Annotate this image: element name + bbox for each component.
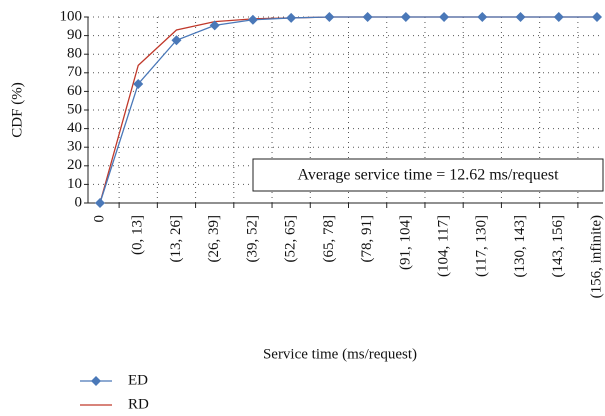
- marker: [133, 78, 144, 89]
- y-tick-label: 70: [67, 64, 82, 80]
- marker: [209, 20, 220, 31]
- y-tick-label: 30: [67, 139, 82, 155]
- x-tick-label: (156, infinite): [588, 215, 604, 298]
- y-axis-label: CDF (%): [9, 82, 25, 137]
- y-tick-label: 80: [67, 46, 82, 62]
- x-tick-label: (0, 13]: [130, 215, 146, 255]
- y-tick-label: 60: [67, 83, 82, 99]
- y-tick-label: 40: [67, 120, 82, 136]
- x-tick-label: (143, 156]: [550, 215, 566, 278]
- marker: [171, 35, 182, 46]
- marker: [95, 198, 105, 208]
- series-line: [99, 16, 597, 204]
- x-tick-label: (104, 117]: [436, 215, 452, 277]
- x-tick-label: (26, 39]: [206, 215, 222, 262]
- marker: [400, 12, 411, 22]
- x-tick-label: (39, 52]: [244, 215, 260, 262]
- y-tick-label: 100: [60, 8, 83, 24]
- y-tick-label: 90: [67, 27, 82, 43]
- x-tick-label: (91, 104]: [397, 215, 413, 270]
- x-tick-label: 0: [91, 215, 107, 223]
- y-tick-label: 10: [67, 176, 82, 192]
- marker: [362, 12, 373, 22]
- annotation: Average service time = 12.62 ms/request: [297, 167, 559, 184]
- x-tick-label: (130, 143]: [512, 215, 528, 278]
- x-axis-label: Service time (ms/request): [263, 346, 417, 362]
- x-tick-label: (65, 78]: [321, 215, 337, 263]
- legend-marker: [91, 376, 101, 386]
- x-tick-label: (78, 91]: [359, 215, 375, 263]
- marker: [592, 12, 602, 22]
- y-tick-label: 50: [67, 101, 82, 117]
- legend-label: ED: [128, 372, 148, 388]
- x-tick-label: (13, 26]: [168, 215, 184, 263]
- marker: [477, 12, 488, 22]
- y-tick-label: 0: [75, 194, 83, 210]
- marker: [286, 12, 297, 23]
- legend-label: RD: [128, 396, 149, 412]
- marker: [247, 14, 258, 25]
- marker: [324, 12, 335, 22]
- marker: [553, 12, 564, 22]
- annotation-box: [252, 158, 604, 192]
- y-tick-label: 20: [67, 157, 82, 173]
- marker: [439, 12, 450, 22]
- x-tick-label: (52, 65]: [283, 215, 299, 263]
- marker: [515, 12, 526, 22]
- x-tick-label: (117, 130]: [474, 215, 490, 277]
